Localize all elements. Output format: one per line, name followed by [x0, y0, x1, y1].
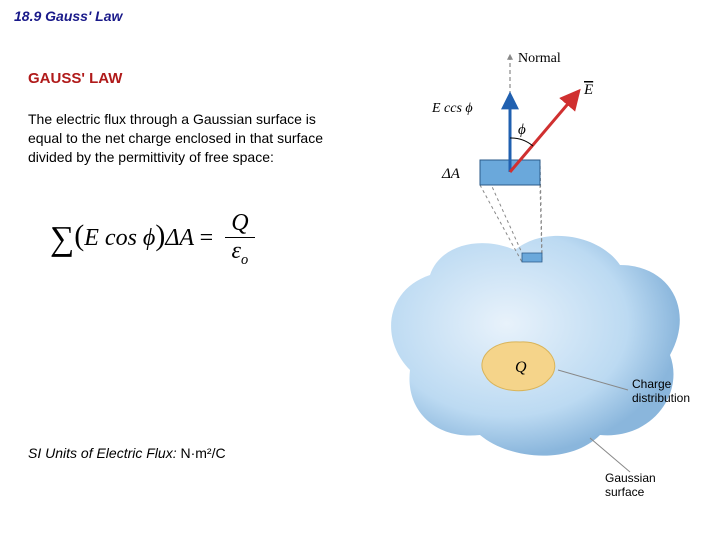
sigma-symbol: ∑ — [50, 220, 74, 257]
svg-text:ΔA: ΔA — [441, 166, 461, 182]
formula-factor: ΔA — [165, 225, 193, 251]
svg-text:surface: surface — [605, 485, 645, 499]
svg-text:Q: Q — [515, 359, 527, 376]
section-header: 18.9 Gauss' Law — [14, 8, 122, 24]
svg-text:Normal: Normal — [518, 51, 561, 66]
subtitle: GAUSS' LAW — [28, 70, 122, 87]
svg-text:E ccs ϕ: E ccs ϕ — [431, 101, 473, 116]
svg-text:distribution: distribution — [632, 391, 690, 405]
body-text: The electric flux through a Gaussian sur… — [28, 110, 328, 167]
units-value: N·m²/C — [180, 445, 225, 461]
svg-text:Gaussian: Gaussian — [605, 471, 656, 485]
svg-text:E: E — [583, 82, 593, 98]
units-line: SI Units of Electric Flux: N·m²/C — [28, 445, 226, 461]
fraction: Q εo — [225, 210, 254, 269]
phi-arc — [510, 138, 533, 146]
units-label: SI Units of Electric Flux: — [28, 445, 177, 461]
svg-text:ϕ: ϕ — [518, 122, 526, 138]
gaussian-surface-diagram: Q ΔA Normal E ccs ϕ E ϕ Charge distribut… — [370, 50, 700, 500]
fraction-den: εo — [225, 238, 254, 269]
formula-inner: E cos ϕ — [84, 225, 155, 251]
svg-text:Charge: Charge — [632, 377, 672, 391]
gauss-law-formula: ∑(E cos ϕ)ΔA = Q εo — [50, 210, 255, 269]
fraction-num: Q — [225, 210, 254, 238]
small-area-patch — [522, 253, 542, 262]
